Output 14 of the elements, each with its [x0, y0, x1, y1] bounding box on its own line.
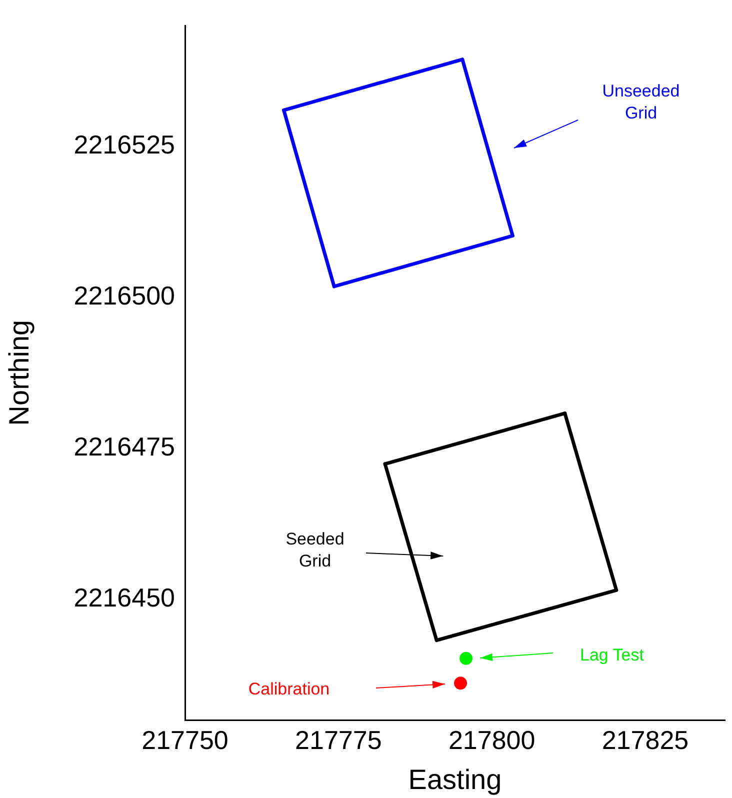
x-tick-label: 217750 [142, 724, 228, 755]
y-tick-label: 2216525 [74, 130, 175, 160]
x-axis-title: Easting [408, 764, 502, 795]
annotation: Seeded Grid [286, 530, 344, 571]
annotation: Unseeded Grid [602, 82, 680, 123]
annotation: Lag Test [580, 646, 644, 665]
annotation: Calibration [248, 680, 330, 699]
x-tick-label: 217800 [448, 724, 536, 755]
y-tick-label: 2216500 [74, 280, 175, 310]
y-tick-label: 2216450 [74, 582, 175, 612]
y-tick-label: 2216475 [74, 431, 175, 462]
y-axis-title: Northing [4, 320, 35, 426]
x-tick-label: 217825 [602, 724, 689, 755]
x-tick-label: 217775 [295, 724, 382, 755]
